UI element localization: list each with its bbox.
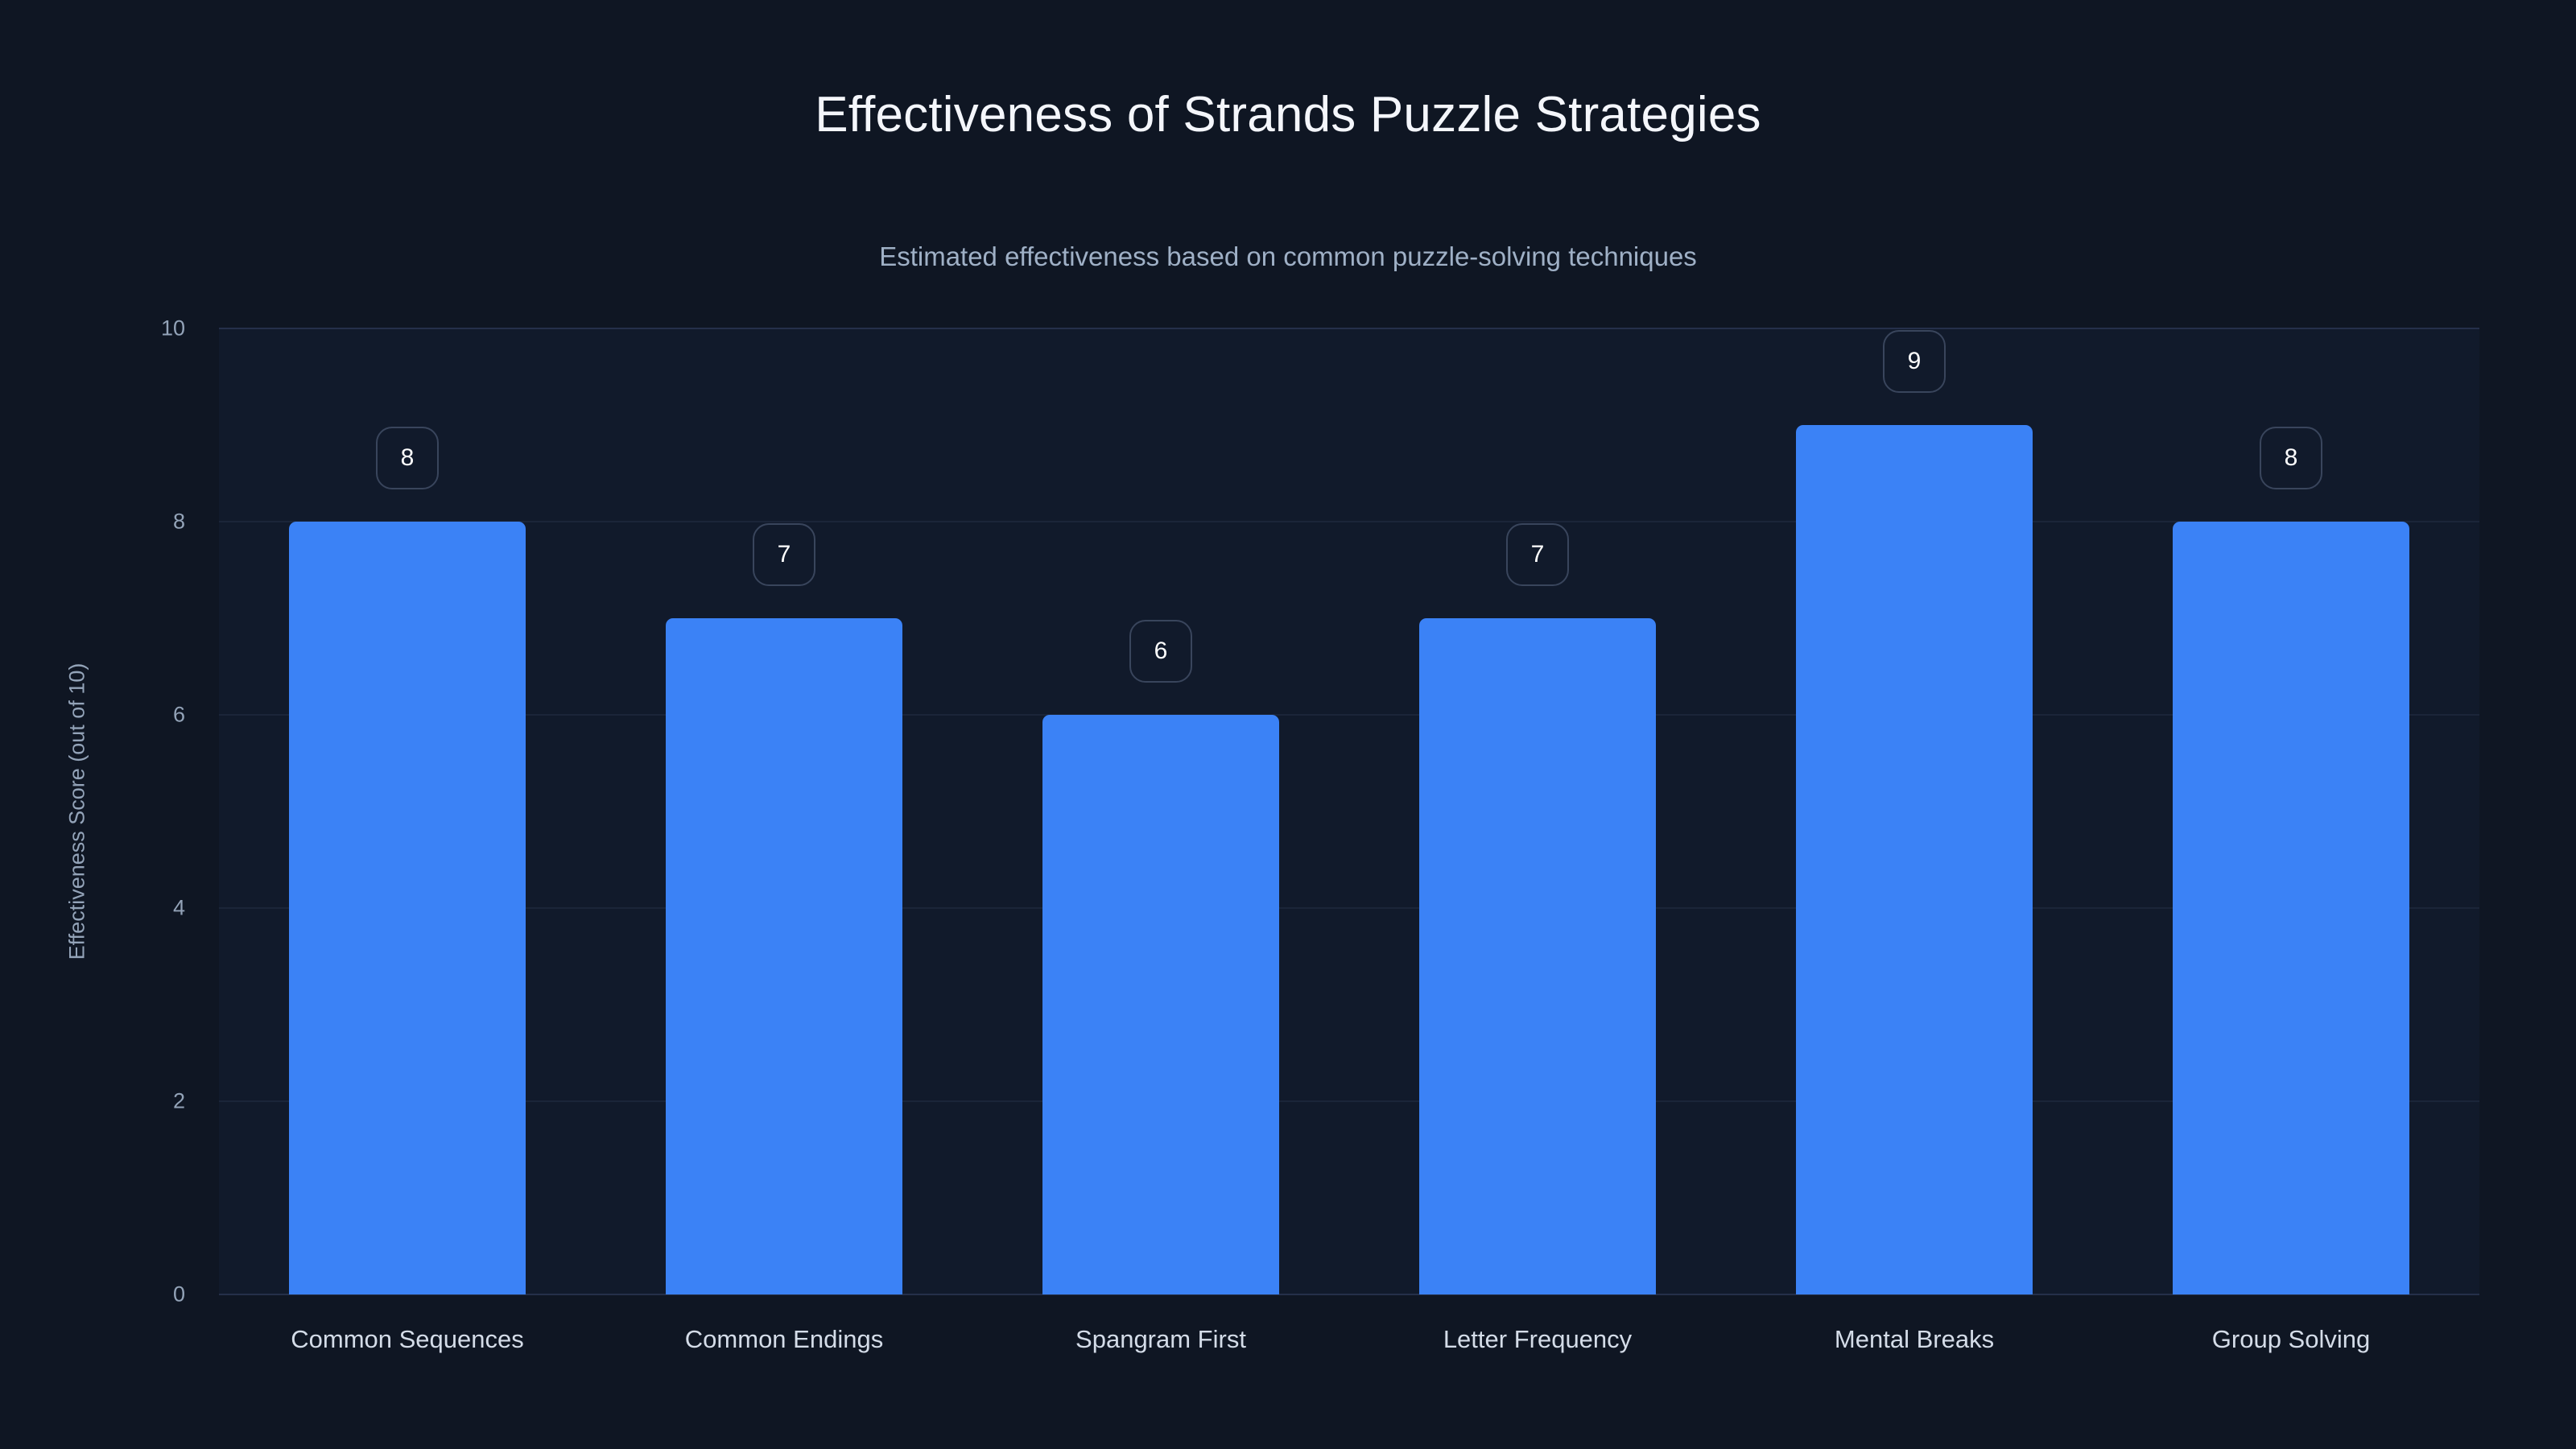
- y-tick-label: 2: [172, 1088, 185, 1113]
- bar-value-badge: 8: [2260, 427, 2322, 489]
- bar-value-badge: 6: [1129, 620, 1192, 683]
- gridline: [219, 1294, 2479, 1295]
- bar[interactable]: [2172, 522, 2410, 1294]
- bar[interactable]: [1795, 425, 2033, 1294]
- bar[interactable]: [288, 522, 526, 1294]
- gridline: [219, 521, 2479, 522]
- plot-area: [219, 328, 2479, 1294]
- bar[interactable]: [1418, 618, 1657, 1294]
- x-tick-label: Common Sequences: [291, 1325, 524, 1353]
- bar-value-badge: 7: [753, 523, 815, 586]
- y-tick-label: 10: [160, 316, 185, 341]
- chart-subtitle: Estimated effectiveness based on common …: [879, 242, 1697, 271]
- bar-value-label: 6: [1154, 638, 1168, 664]
- chart-title: Effectiveness of Strands Puzzle Strategi…: [815, 87, 1761, 142]
- x-tick-label: Mental Breaks: [1834, 1325, 1995, 1353]
- bar-value-label: 7: [1530, 541, 1545, 568]
- x-tick-label: Spangram First: [1075, 1325, 1246, 1353]
- gridline: [219, 328, 2479, 329]
- bar-value-badge: 7: [1506, 523, 1569, 586]
- bar-value-label: 9: [1907, 348, 1922, 374]
- y-tick-label: 6: [172, 702, 185, 727]
- x-tick-label: Group Solving: [2211, 1325, 2371, 1353]
- x-tick-label: Letter Frequency: [1443, 1325, 1633, 1353]
- y-tick-label: 8: [172, 509, 185, 534]
- x-tick-label: Common Endings: [684, 1325, 884, 1353]
- y-tick-label: 4: [172, 895, 185, 920]
- bar-value-label: 8: [2284, 444, 2298, 471]
- y-tick-label: 0: [172, 1282, 185, 1307]
- bar-value-badge: 8: [376, 427, 439, 489]
- gridline: [219, 1100, 2479, 1102]
- gridline: [219, 714, 2479, 716]
- bar-value-badge: 9: [1883, 330, 1946, 393]
- bar-value-label: 8: [400, 444, 415, 471]
- bar[interactable]: [1042, 715, 1280, 1294]
- gridline: [219, 907, 2479, 909]
- y-axis-title: Effectiveness Score (out of 10): [64, 663, 89, 960]
- bar-value-label: 7: [777, 541, 791, 568]
- bar[interactable]: [665, 618, 903, 1294]
